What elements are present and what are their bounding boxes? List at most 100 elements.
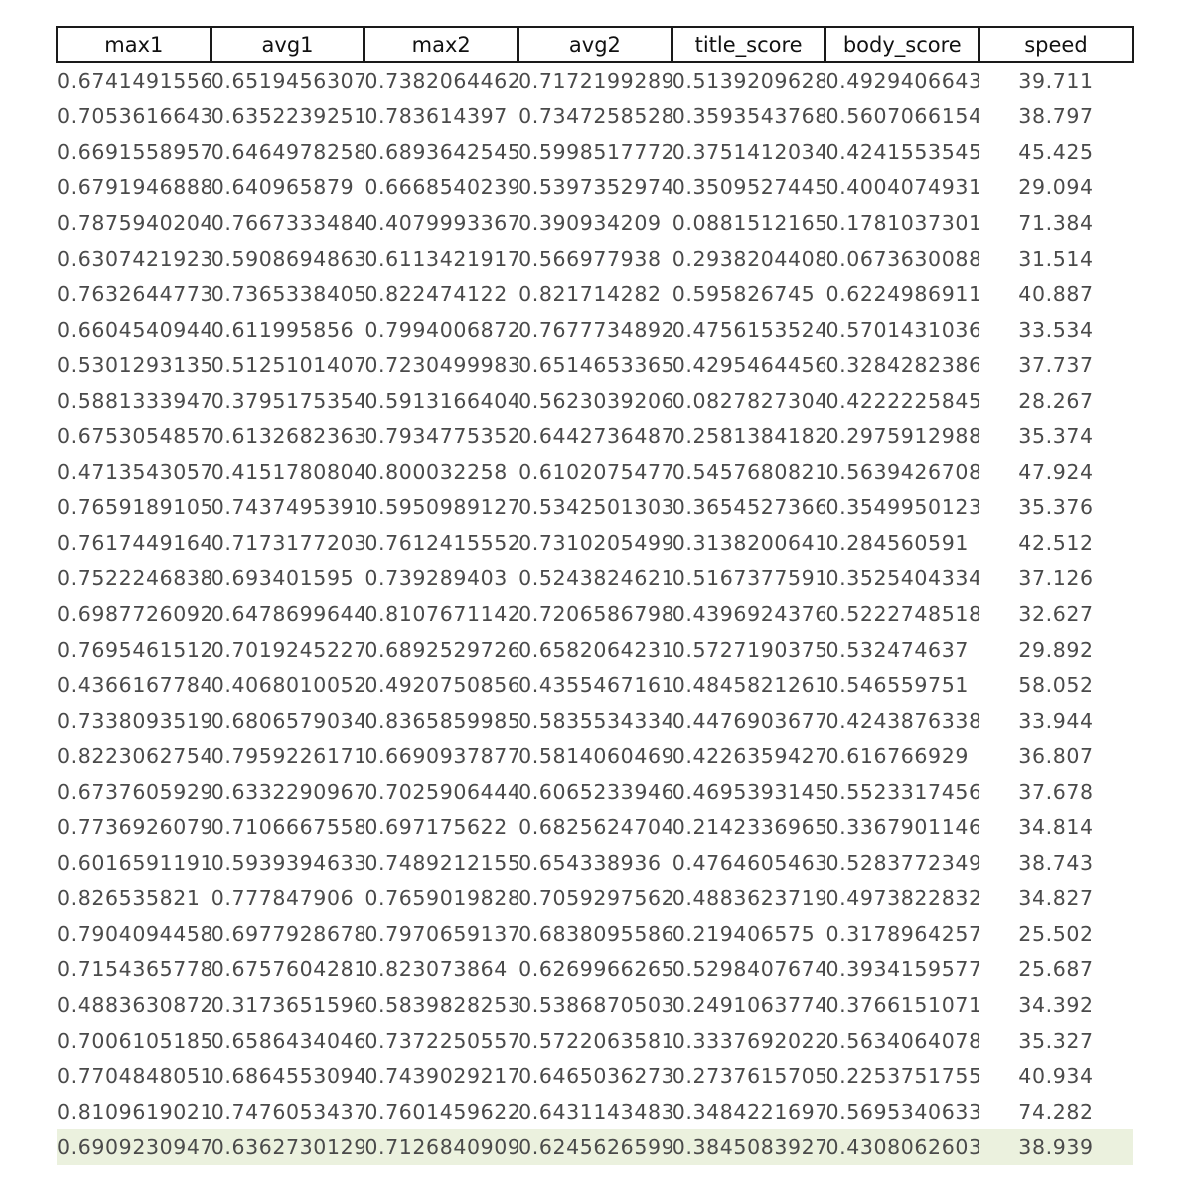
cell-title-score[interactable]: 0.5727190375 [671,637,826,662]
cell-body-score[interactable]: 0.3525404334 [825,566,980,591]
cell-max2[interactable]: 0.783614397 [364,104,508,129]
cell-avg1[interactable]: 0.5939394633 [210,850,365,875]
cell-max2[interactable]: 0.7439029217 [364,1064,519,1089]
cell-body-score[interactable]: 0.5639426708 [825,459,980,484]
cell-max2[interactable]: 0.7230499983 [364,353,519,378]
cell-body-score[interactable]: 0.5523317456 [825,779,980,804]
cell-body-score[interactable]: 0.4243876338 [825,708,980,733]
cell-avg1[interactable]: 0.3795175354 [210,388,365,413]
cell-max2[interactable]: 0.4920750856 [364,673,519,698]
cell-max1[interactable]: 0.4883630872 [57,992,211,1017]
cell-avg2[interactable]: 0.654338936 [518,850,662,875]
cell-max1[interactable]: 0.7617449164 [57,530,211,555]
cell-body-score[interactable]: 0.0673630088 [825,246,980,271]
cell-speed[interactable]: 34.392 [1018,992,1094,1017]
cell-speed[interactable]: 29.094 [1018,175,1094,200]
cell-avg1[interactable]: 0.6464978258 [210,139,365,164]
cell-avg2[interactable]: 0.6245626599 [518,1129,672,1165]
cell-title-score[interactable]: 0.4756153524 [671,317,826,342]
cell-title-score[interactable]: 0.3845083927 [671,1129,826,1165]
cell-speed[interactable]: 39.711 [1018,68,1094,93]
cell-max2[interactable]: 0.7025906444 [364,779,519,804]
cell-avg2[interactable]: 0.6838095586 [518,921,672,946]
cell-body-score[interactable]: 0.532474637 [825,637,969,662]
cell-max1[interactable]: 0.6753054857 [57,424,211,449]
cell-body-score[interactable]: 0.5695340633 [825,1099,980,1124]
cell-max1[interactable]: 0.6737605929 [57,779,211,804]
cell-title-score[interactable]: 0.3654527366 [671,495,826,520]
cell-max2[interactable]: 0.6113421917 [364,246,519,271]
cell-avg2[interactable]: 0.7347258528 [518,104,672,129]
cell-avg1[interactable]: 0.6132682363 [210,424,365,449]
cell-max1[interactable]: 0.6791946888 [57,175,211,200]
cell-speed[interactable]: 35.376 [1018,495,1094,520]
header-speed[interactable]: speed [978,26,1134,63]
cell-avg2[interactable]: 0.6514653365 [518,353,672,378]
cell-max2[interactable]: 0.7970659137 [364,921,519,946]
cell-avg1[interactable]: 0.6478699644 [210,601,365,626]
cell-max2[interactable]: 0.8107671142 [364,601,519,626]
cell-avg2[interactable]: 0.6582064231 [518,637,672,662]
cell-avg2[interactable]: 0.5386870503 [518,992,672,1017]
cell-body-score[interactable]: 0.6224986911 [825,282,980,307]
cell-max2[interactable]: 0.7601459622 [364,1099,519,1124]
cell-max2[interactable]: 0.7126840909 [364,1129,519,1165]
cell-max1[interactable]: 0.5301293135 [57,353,211,378]
cell-max2[interactable]: 0.5839828253 [364,992,519,1017]
cell-max1[interactable]: 0.4366167784 [57,673,211,698]
cell-title-score[interactable]: 0.4295464456 [671,353,826,378]
cell-max2[interactable]: 0.6893642545 [364,139,519,164]
cell-body-score[interactable]: 0.5222748518 [825,601,980,626]
cell-max2[interactable]: 0.697175622 [364,815,508,840]
cell-title-score[interactable]: 0.4883623719 [671,886,826,911]
cell-max1[interactable]: 0.7154365778 [57,957,211,982]
cell-max2[interactable]: 0.739289403 [364,566,508,591]
cell-max2[interactable]: 0.7659019828 [364,886,519,911]
cell-avg1[interactable]: 0.7476053437 [210,1099,365,1124]
cell-title-score[interactable]: 0.219406575 [671,921,816,946]
cell-body-score[interactable]: 0.5634064078 [825,1028,980,1053]
cell-body-score[interactable]: 0.5701431036 [825,317,980,342]
cell-body-score[interactable]: 0.5607066154 [825,104,980,129]
cell-body-score[interactable]: 0.3178964257 [825,921,980,946]
cell-speed[interactable]: 34.827 [1018,886,1094,911]
cell-max1[interactable]: 0.6909230947 [57,1129,211,1165]
header-max1[interactable]: max1 [56,26,212,63]
cell-avg2[interactable]: 0.5814060469 [518,744,672,769]
cell-max2[interactable]: 0.4079993367 [364,210,519,235]
cell-avg1[interactable]: 0.6977928678 [210,921,365,946]
cell-title-score[interactable]: 0.3138200641 [671,530,826,555]
cell-max1[interactable]: 0.6691558957 [57,139,211,164]
cell-title-score[interactable]: 0.3484221697 [671,1099,826,1124]
cell-avg1[interactable]: 0.7667333484 [210,210,365,235]
cell-avg1[interactable]: 0.7019245227 [210,637,365,662]
cell-speed[interactable]: 42.512 [1018,530,1094,555]
cell-avg2[interactable]: 0.5397352974 [518,175,672,200]
header-title-score[interactable]: title_score [670,26,827,63]
cell-speed[interactable]: 45.425 [1018,139,1094,164]
cell-speed[interactable]: 40.887 [1018,282,1094,307]
cell-avg1[interactable]: 0.6757604281 [210,957,365,982]
cell-title-score[interactable]: 0.4396924376 [671,601,826,626]
cell-max2[interactable]: 0.6668540239 [364,175,519,200]
cell-max2[interactable]: 0.7612415552 [364,530,519,555]
cell-speed[interactable]: 71.384 [1018,210,1094,235]
cell-title-score[interactable]: 0.3593543768 [671,104,826,129]
cell-speed[interactable]: 40.934 [1018,1064,1094,1089]
cell-avg1[interactable]: 0.3173651596 [210,992,365,1017]
cell-max2[interactable]: 0.823073864 [364,957,508,982]
cell-max2[interactable]: 0.822474122 [364,282,508,307]
cell-avg1[interactable]: 0.693401595 [210,566,355,591]
cell-avg2[interactable]: 0.6102075477 [518,459,672,484]
cell-body-score[interactable]: 0.616766929 [825,744,969,769]
cell-title-score[interactable]: 0.2737615705 [671,1064,826,1089]
cell-title-score[interactable]: 0.2491063774 [671,992,826,1017]
cell-speed[interactable]: 38.797 [1018,104,1094,129]
cell-speed[interactable]: 33.534 [1018,317,1094,342]
cell-max2[interactable]: 0.6690937877 [364,744,519,769]
cell-body-score[interactable]: 0.4929406643 [825,68,980,93]
cell-max2[interactable]: 0.5950989127 [364,495,519,520]
cell-speed[interactable]: 35.374 [1018,424,1094,449]
cell-avg2[interactable]: 0.5722063581 [518,1028,672,1053]
cell-max1[interactable]: 0.7632644773 [57,282,211,307]
